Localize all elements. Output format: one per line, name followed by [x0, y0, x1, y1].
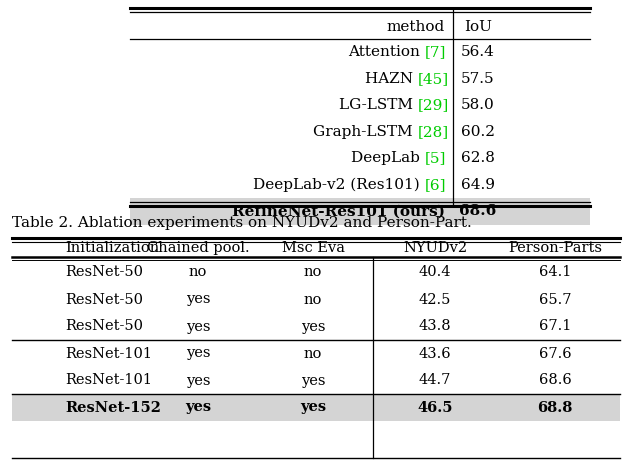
Text: 68.6: 68.6 [459, 204, 497, 218]
Text: 40.4: 40.4 [419, 266, 451, 280]
Text: 42.5: 42.5 [419, 293, 451, 307]
Text: yes: yes [301, 320, 325, 334]
Text: method: method [387, 20, 445, 34]
Text: Chained pool.: Chained pool. [147, 241, 249, 255]
Text: 57.5: 57.5 [461, 72, 495, 86]
Text: DeepLab: DeepLab [351, 151, 425, 165]
Text: Attention: Attention [348, 45, 425, 59]
Text: yes: yes [186, 293, 210, 307]
Text: yes: yes [186, 347, 210, 361]
Text: 46.5: 46.5 [417, 400, 453, 414]
Text: 67.1: 67.1 [539, 320, 571, 334]
Text: ResNet-50: ResNet-50 [65, 266, 143, 280]
Text: yes: yes [185, 400, 211, 414]
Text: 62.8: 62.8 [461, 151, 495, 165]
Text: ResNet-50: ResNet-50 [65, 293, 143, 307]
Text: no: no [304, 266, 322, 280]
Text: Table 2. Ablation experiments on NYUDv2 and Person-Part.: Table 2. Ablation experiments on NYUDv2 … [12, 216, 471, 230]
Text: 67.6: 67.6 [538, 347, 571, 361]
Text: HAZN: HAZN [365, 72, 418, 86]
Text: 64.1: 64.1 [539, 266, 571, 280]
Text: yes: yes [300, 400, 326, 414]
Text: [7]: [7] [425, 45, 446, 59]
Text: 44.7: 44.7 [419, 374, 451, 388]
Text: [28]: [28] [418, 125, 449, 139]
Text: ResNet-50: ResNet-50 [65, 320, 143, 334]
Text: 58.0: 58.0 [461, 98, 495, 112]
Text: ResNet-101: ResNet-101 [65, 347, 152, 361]
Text: ResNet-101: ResNet-101 [65, 374, 152, 388]
Text: 65.7: 65.7 [538, 293, 571, 307]
Text: 43.8: 43.8 [418, 320, 451, 334]
Text: [29]: [29] [418, 98, 449, 112]
Text: [6]: [6] [425, 178, 446, 192]
Bar [130, 198, 590, 225]
Text: yes: yes [186, 374, 210, 388]
Text: 64.9: 64.9 [461, 178, 495, 192]
Text: no: no [189, 266, 207, 280]
Text: ResNet-152: ResNet-152 [65, 400, 161, 414]
Text: Msc Eva: Msc Eva [281, 241, 344, 255]
Text: 60.2: 60.2 [461, 125, 495, 139]
Text: Graph-LSTM: Graph-LSTM [313, 125, 418, 139]
Text: 56.4: 56.4 [461, 45, 495, 59]
Text: [5]: [5] [425, 151, 446, 165]
Text: DeepLab-v2 (Res101): DeepLab-v2 (Res101) [253, 178, 425, 192]
Text: 43.6: 43.6 [418, 347, 451, 361]
Text: 68.6: 68.6 [538, 374, 571, 388]
Bar [12, 394, 620, 421]
Text: Initialization: Initialization [65, 241, 159, 255]
Text: [45]: [45] [418, 72, 449, 86]
Text: Person-Parts: Person-Parts [508, 241, 602, 255]
Text: RefineNet-Res101 (ours): RefineNet-Res101 (ours) [232, 204, 445, 218]
Text: NYUDv2: NYUDv2 [403, 241, 467, 255]
Text: IoU: IoU [464, 20, 492, 34]
Text: no: no [304, 347, 322, 361]
Text: no: no [304, 293, 322, 307]
Text: LG-LSTM: LG-LSTM [339, 98, 418, 112]
Text: yes: yes [186, 320, 210, 334]
Text: 68.8: 68.8 [537, 400, 573, 414]
Text: yes: yes [301, 374, 325, 388]
